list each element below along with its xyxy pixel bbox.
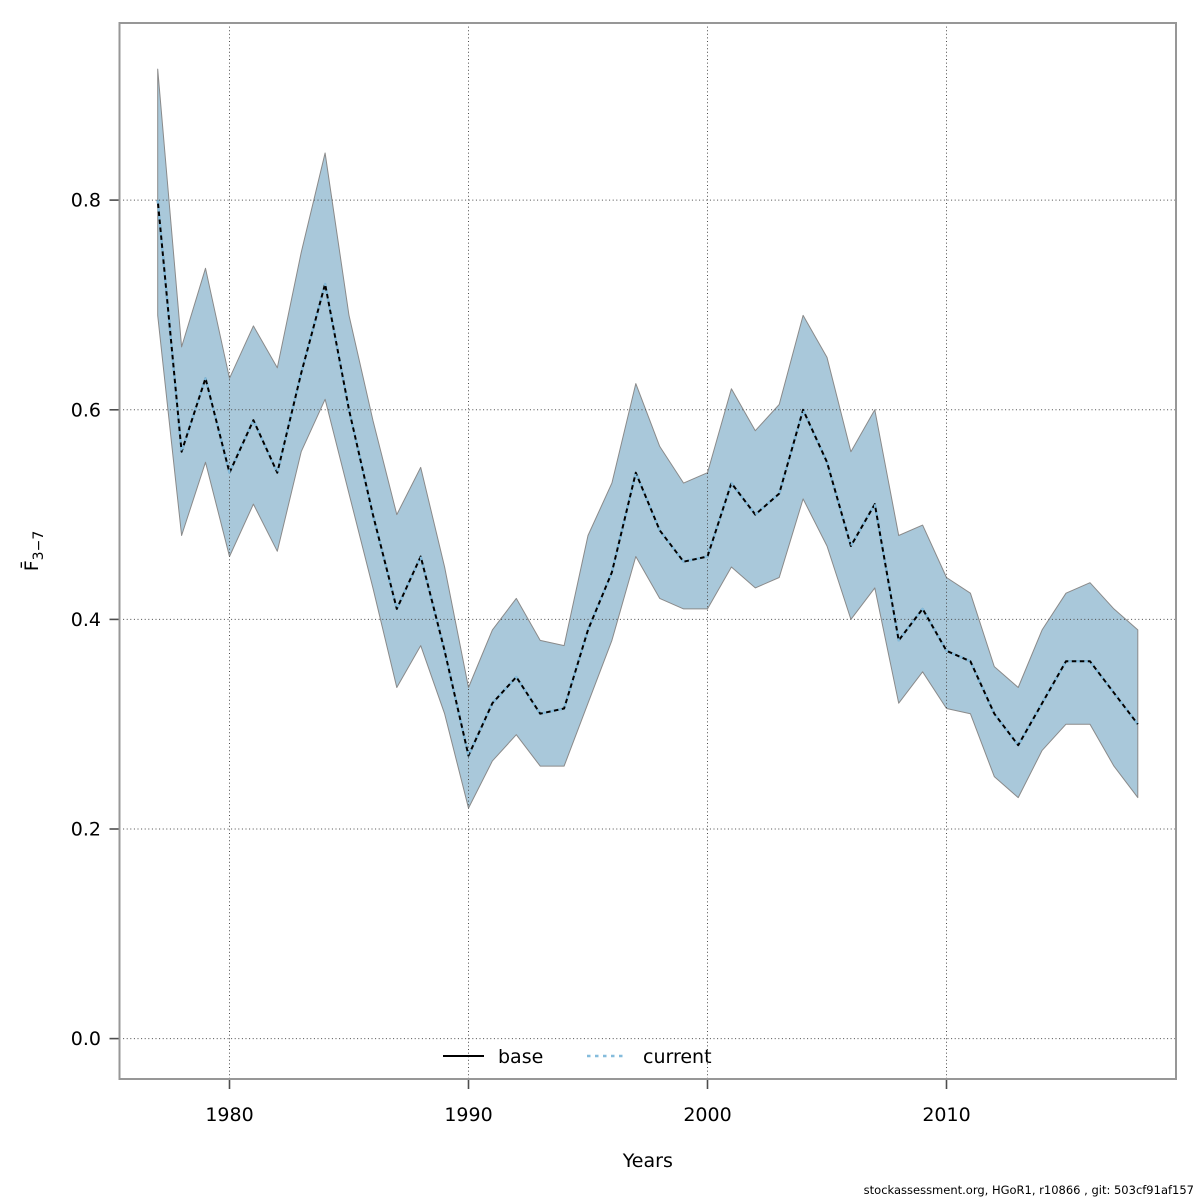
- legend: base current: [443, 1046, 712, 1068]
- y-tick-label: 0.2: [71, 819, 101, 841]
- y-tick-labels: 0.0 0.2 0.4 0.6 0.8: [71, 190, 101, 1050]
- legend-current-label: current: [643, 1046, 712, 1068]
- y-tick-label: 0.4: [71, 609, 101, 631]
- x-tick-label: 2000: [683, 1104, 731, 1126]
- plot-border: [118, 22, 1177, 1080]
- x-axis-title: Years: [622, 1150, 673, 1172]
- y-tick-label: 0.6: [71, 399, 101, 421]
- confidence-band: [157, 68, 1139, 809]
- x-tick-labels: 1980 1990 2000 2010: [205, 1104, 970, 1126]
- legend-base-label: base: [498, 1046, 543, 1068]
- axis-ticks: [109, 199, 948, 1089]
- y-tick-label: 0.8: [71, 190, 101, 212]
- y-axis-title: F̄3−7: [19, 531, 47, 571]
- x-tick-label: 1980: [205, 1104, 253, 1126]
- current-line: [156, 199, 1139, 757]
- footer-attribution: stockassessment.org, HGoR1, r10866 , git…: [864, 1183, 1194, 1197]
- x-tick-label: 2010: [922, 1104, 970, 1126]
- x-tick-label: 1990: [444, 1104, 492, 1126]
- y-tick-label: 0.0: [71, 1028, 101, 1050]
